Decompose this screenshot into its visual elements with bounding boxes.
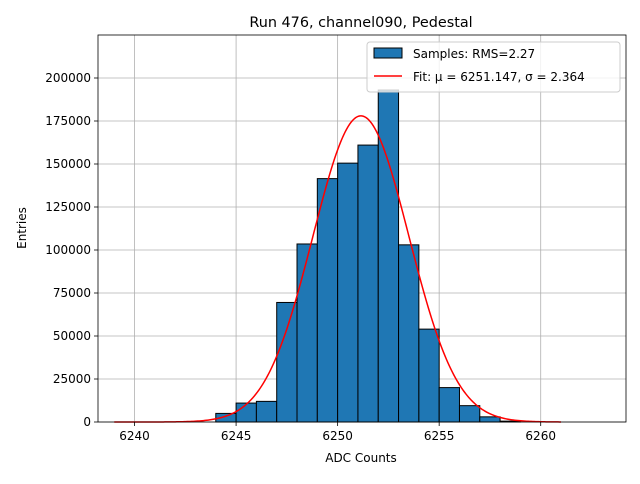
x-tick-label: 6245	[221, 429, 252, 443]
histogram-bar	[316, 178, 339, 423]
histogram-bar	[438, 387, 460, 423]
legend-label-samples: Samples: RMS=2.27	[413, 47, 535, 61]
histogram-bar	[398, 244, 420, 423]
y-tick-label: 125000	[45, 200, 91, 214]
histogram-bars	[215, 89, 521, 423]
x-tick-label: 6260	[525, 429, 556, 443]
y-tick-label: 0	[83, 415, 91, 429]
histogram-bar	[458, 405, 481, 423]
x-axis-ticks: 6240 6245 6250 6255 6260	[119, 422, 556, 443]
y-tick-label: 50000	[53, 329, 91, 343]
x-tick-label: 6255	[424, 429, 455, 443]
x-tick-label: 6240	[119, 429, 150, 443]
y-tick-label: 25000	[53, 372, 91, 386]
histogram-bar	[235, 402, 257, 423]
y-axis-label: Entries	[15, 207, 29, 249]
legend-swatch-samples	[373, 47, 403, 59]
histogram-bar	[479, 416, 501, 423]
x-tick-label: 6250	[322, 429, 353, 443]
plot-frame	[97, 34, 627, 423]
chart-title: Run 476, channel090, Pedestal	[249, 15, 472, 31]
x-axis-label: ADC Counts	[325, 451, 397, 465]
histogram-bar	[337, 162, 359, 423]
legend-label-fit: Fit: μ = 6251.147, σ = 2.364	[413, 70, 585, 84]
y-tick-label: 200000	[45, 71, 91, 85]
histogram-bar	[377, 89, 400, 423]
fit-curve	[114, 115, 562, 423]
histogram-bar	[276, 301, 298, 423]
histogram-bar	[357, 144, 379, 423]
y-tick-label: 175000	[45, 114, 91, 128]
y-tick-label: 150000	[45, 157, 91, 171]
histogram-bar	[418, 328, 440, 423]
legend-box	[366, 41, 621, 93]
legend: Samples: RMS=2.27 Fit: μ = 6251.147, σ =…	[366, 41, 621, 93]
y-tick-label: 75000	[53, 286, 91, 300]
histogram-bar	[255, 400, 278, 423]
histogram-bar	[296, 243, 318, 423]
y-tick-label: 100000	[45, 243, 91, 257]
y-axis-ticks: 0 25000 50000 75000 100000 125000 150000 175000…	[45, 71, 98, 429]
